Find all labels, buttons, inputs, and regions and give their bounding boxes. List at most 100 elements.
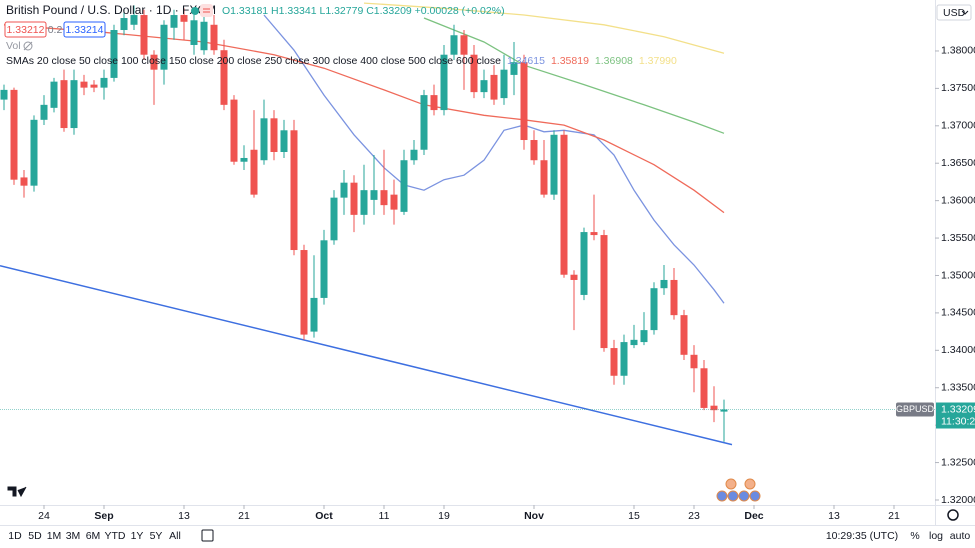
range-button[interactable]: 5D (28, 530, 42, 542)
candle-body (250, 149, 258, 195)
candle-body (650, 288, 658, 331)
range-button[interactable]: 3M (66, 530, 81, 542)
candle-body (210, 24, 218, 51)
candle-body (680, 315, 688, 355)
event-icon[interactable] (749, 490, 761, 502)
range-button[interactable]: 1M (47, 530, 62, 542)
candle-body (530, 140, 538, 161)
x-tick-label: Oct (315, 510, 333, 522)
candle-body (620, 342, 628, 376)
last-price-label: 1.33209 (941, 403, 975, 415)
event-icons[interactable] (716, 478, 761, 502)
buy-button[interactable] (63, 21, 106, 38)
candle-body (470, 54, 478, 93)
x-tick-label: 21 (238, 510, 250, 522)
candle-body (110, 30, 118, 78)
candle-body (610, 348, 618, 376)
candle-body (300, 250, 308, 335)
sma-line (263, 14, 725, 304)
last-price-tag (936, 402, 975, 429)
logo[interactable] (7, 486, 27, 498)
settings-icon[interactable] (947, 509, 959, 521)
candle-body (630, 339, 638, 346)
candle-body (720, 409, 728, 412)
sma-value: 1.35819 (551, 55, 589, 67)
event-icon[interactable] (716, 490, 728, 502)
range-button[interactable]: 5Y (150, 530, 163, 542)
candle-body (190, 20, 198, 45)
ask: 1.33214 (66, 24, 104, 36)
candle-body (170, 15, 178, 28)
currency-button[interactable] (936, 4, 972, 21)
candle-body (270, 118, 278, 152)
candle-body (340, 182, 348, 198)
x-tick-label: Nov (524, 510, 544, 522)
market-status[interactable] (191, 7, 199, 15)
plot-area (0, 2, 935, 446)
countdown-label: 11:30:24 (941, 415, 975, 427)
candle-body (50, 81, 58, 108)
candle-body (380, 190, 388, 206)
sma-text: SMAs 20 close 50 close 100 close 150 clo… (6, 55, 501, 67)
y-tick-label: 1.37000 (941, 120, 975, 132)
candle-body (220, 50, 228, 105)
y-tick-label: 1.32000 (941, 494, 975, 506)
log-toggle[interactable]: log (929, 530, 943, 542)
y-tick-label: 1.35000 (941, 269, 975, 281)
x-tick-label: 13 (828, 510, 840, 522)
candle-body (390, 194, 398, 210)
candle-body (290, 130, 298, 251)
candle-body (370, 190, 378, 200)
candle-body (260, 118, 268, 161)
candle-body (180, 15, 188, 22)
range-button[interactable]: 6M (86, 530, 101, 542)
event-icon[interactable] (727, 490, 739, 502)
candle-body (420, 95, 428, 150)
candle-body (590, 232, 598, 236)
sma-line (363, 2, 725, 54)
candle-body (500, 69, 508, 99)
auto-toggle[interactable]: auto (950, 530, 971, 542)
y-tick-label: 1.37500 (941, 82, 975, 94)
candle-body (450, 35, 458, 55)
volume-label: Vol (6, 40, 21, 52)
candle-body (140, 15, 148, 55)
candle-body (520, 62, 528, 141)
y-tick-label: 1.36500 (941, 157, 975, 169)
calendar-icon[interactable] (201, 529, 214, 542)
candle-body (20, 177, 28, 186)
sma-value: 1.34615 (507, 55, 545, 67)
symbol-tag (896, 402, 934, 417)
candle-body (360, 190, 368, 215)
spread: 0.2 (48, 24, 63, 36)
candle-body (150, 54, 158, 70)
candle-body (40, 104, 48, 120)
candle-body (670, 279, 678, 316)
symbol-title: British Pound / U.S. Dollar · 1D · FXCM (6, 3, 216, 17)
candle-body (70, 80, 78, 129)
range-button[interactable]: YTD (105, 530, 126, 542)
event-icon[interactable] (744, 478, 756, 490)
ohlc: O1.33181 H1.33341 L1.32779 C1.33209 +0.0… (222, 5, 505, 17)
flag-icon[interactable] (200, 4, 213, 17)
visibility-icon[interactable] (23, 41, 33, 51)
event-icon[interactable] (725, 478, 737, 490)
x-tick-label: 24 (38, 510, 50, 522)
range-button[interactable]: 1Y (131, 530, 144, 542)
event-icon[interactable] (738, 490, 750, 502)
x-tick-label: 23 (688, 510, 700, 522)
sell-button[interactable] (4, 21, 47, 38)
percent-toggle[interactable]: % (910, 530, 919, 542)
candle-body (410, 149, 418, 161)
candle-body (60, 80, 68, 129)
range-button[interactable]: 1D (8, 530, 22, 542)
candle-body (10, 89, 18, 180)
candle-body (580, 232, 588, 295)
y-tick-label: 1.32500 (941, 456, 975, 468)
candle-body (550, 134, 558, 195)
range-button[interactable]: All (169, 530, 181, 542)
overlay: USD British Pound / U.S. Dollar · 1D · F… (4, 3, 972, 542)
x-tick-label: 19 (438, 510, 450, 522)
candle-body (330, 197, 338, 241)
